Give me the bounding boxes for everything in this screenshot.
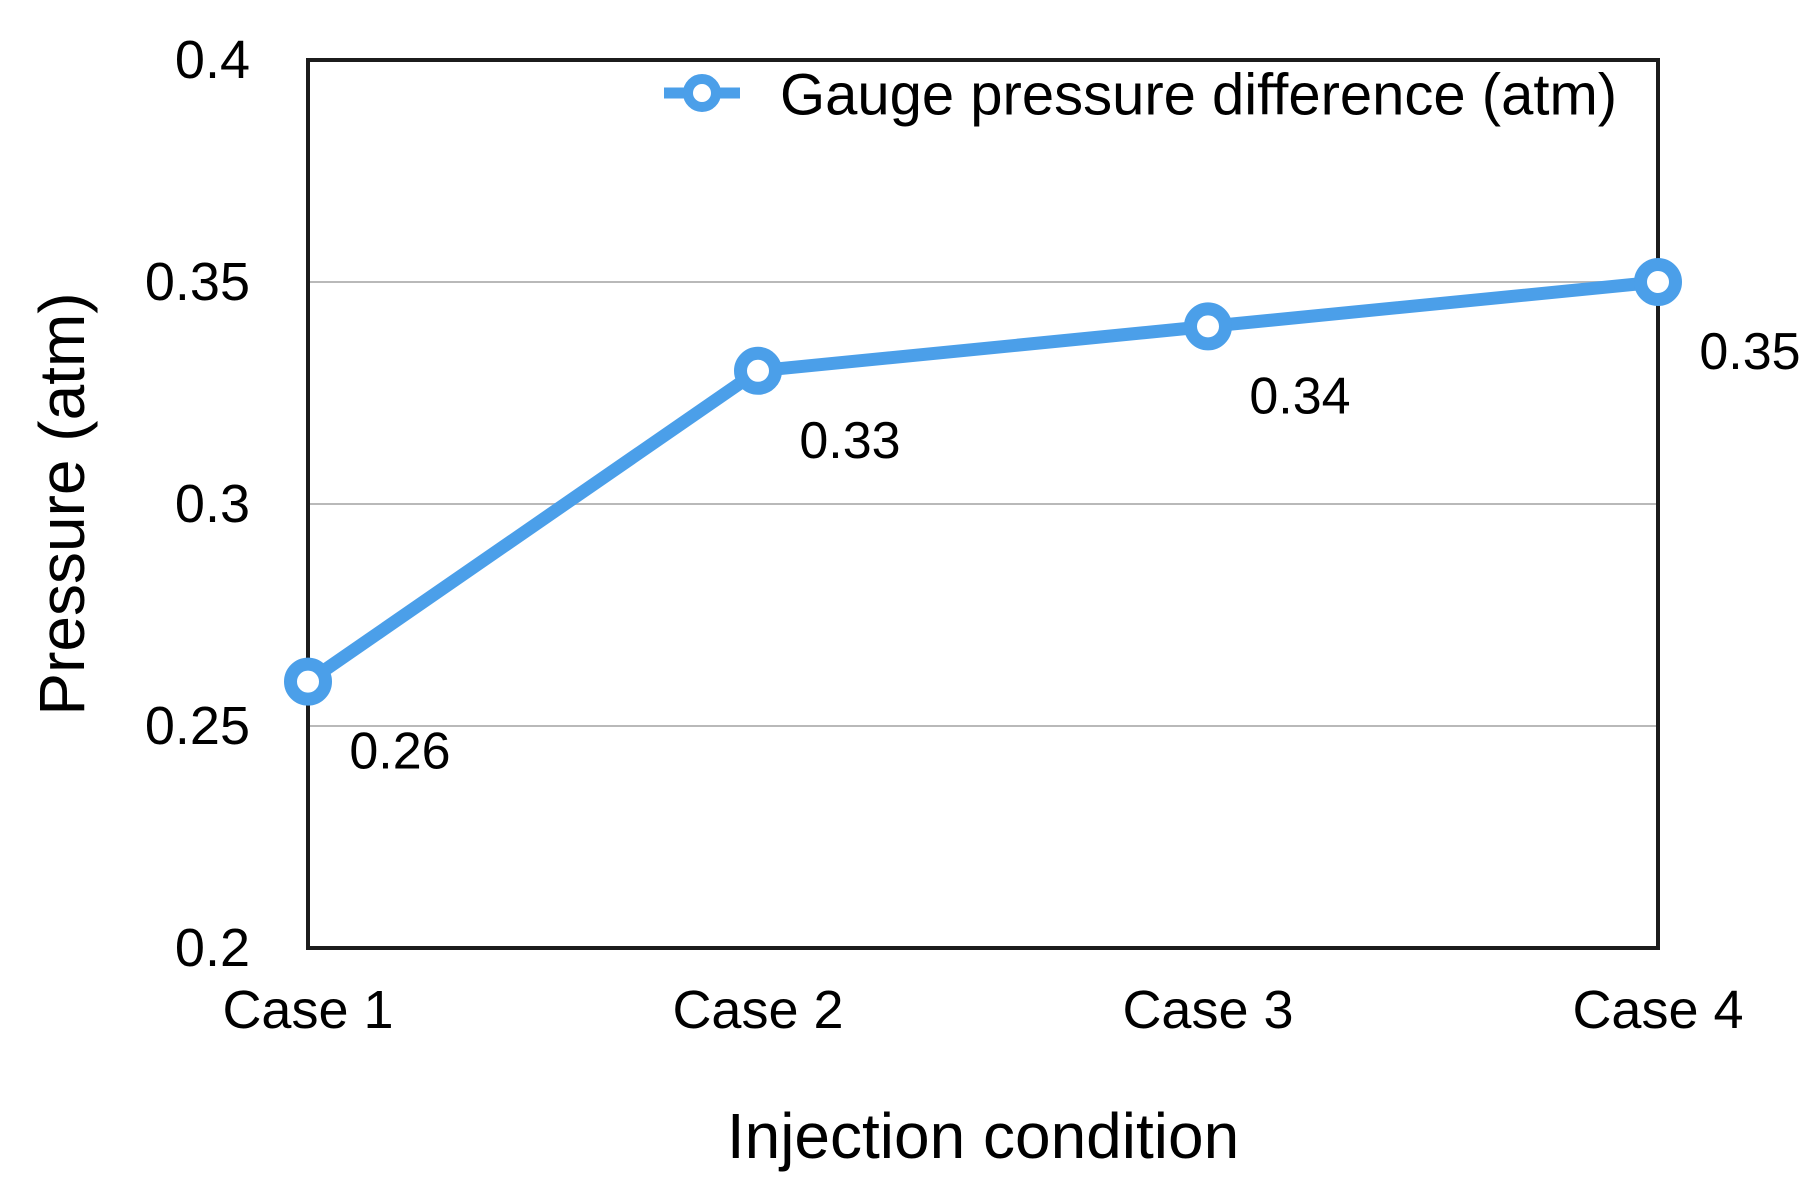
- y-axis-title: Pressure (atm): [26, 292, 98, 715]
- legend: Gauge pressure difference (atm): [664, 63, 1617, 128]
- y-axis-tick-labels: 0.2 0.25 0.3 0.35 0.4: [145, 30, 250, 978]
- legend-label: Gauge pressure difference (atm): [780, 63, 1617, 128]
- data-point-label: 0.34: [1249, 367, 1350, 425]
- plot-border: [306, 58, 1660, 950]
- x-tick-label: Case 3: [1122, 980, 1293, 1040]
- x-axis-title: Injection condition: [727, 1100, 1239, 1172]
- data-point-label: 0.35: [1699, 323, 1800, 381]
- data-point-marker: [734, 346, 782, 395]
- x-axis-tick-labels: Case 1 Case 2 Case 3 Case 4: [222, 980, 1743, 1040]
- series-gauge-pressure-difference: [284, 258, 1682, 706]
- series-line: [304, 275, 1659, 687]
- series-markers: [284, 258, 1682, 706]
- x-tick-label: Case 4: [1572, 980, 1743, 1040]
- horizontal-gridlines: [308, 281, 1658, 727]
- y-tick-label: 0.25: [145, 696, 250, 756]
- legend-marker-icon: [683, 74, 721, 112]
- x-tick-label: Case 1: [222, 980, 393, 1040]
- y-tick-label: 0.35: [145, 252, 250, 312]
- y-tick-label: 0.2: [175, 918, 250, 978]
- data-point-marker: [1184, 302, 1232, 351]
- data-point-label: 0.33: [799, 412, 900, 470]
- data-point-labels: 0.26 0.33 0.34 0.35: [349, 323, 1800, 781]
- y-tick-label: 0.3: [175, 474, 250, 534]
- data-point-label: 0.26: [349, 723, 450, 781]
- x-tick-label: Case 2: [672, 980, 843, 1040]
- data-point-marker: [1634, 258, 1682, 306]
- y-tick-label: 0.4: [175, 30, 250, 90]
- data-point-marker: [284, 657, 332, 706]
